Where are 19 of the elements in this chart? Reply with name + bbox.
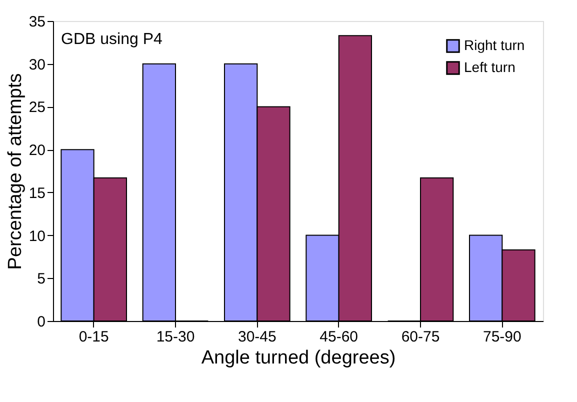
legend-label: Left turn — [464, 59, 516, 75]
y-tick-label: 30 — [28, 56, 46, 74]
legend-label: Right turn — [464, 37, 525, 53]
y-tick-label: 0 — [37, 314, 46, 330]
x-tick-label: 30-45 — [238, 328, 276, 346]
x-tick-label: 60-75 — [401, 328, 440, 346]
x-tick-label: 75-90 — [482, 328, 522, 346]
y-tick-label: 15 — [28, 184, 46, 202]
y-tick-label: 10 — [28, 228, 46, 245]
x-tick-label: 0-15 — [78, 328, 109, 346]
y-tick-label: 25 — [28, 99, 46, 116]
x-tick-label: 45-60 — [320, 328, 358, 346]
y-axis-title: Percentage of attempts — [4, 73, 26, 270]
y-tick-label: 5 — [37, 270, 46, 288]
annotation: GDB using P4 — [61, 31, 162, 48]
x-tick-label: 15-30 — [156, 328, 195, 346]
y-tick-label: 20 — [28, 142, 46, 160]
x-axis-title: Angle turned (degrees) — [201, 348, 396, 368]
y-tick-label: 35 — [28, 14, 46, 30]
